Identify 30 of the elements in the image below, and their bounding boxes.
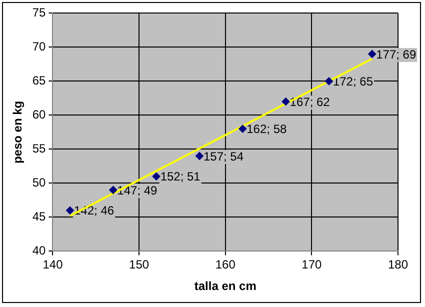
- x-tick-label: 180: [388, 258, 408, 272]
- point: [195, 152, 204, 160]
- y-tick-label: 45: [32, 210, 46, 224]
- x-tick-label: 150: [129, 258, 150, 272]
- x-tick-label: 170: [302, 258, 322, 272]
- point: [66, 206, 74, 214]
- data-label: 157; 54: [203, 149, 244, 164]
- point: [282, 98, 290, 106]
- y-tick-label: 55: [32, 142, 46, 156]
- data-label: 167; 62: [290, 94, 330, 109]
- y-tick-label: 65: [32, 74, 46, 88]
- y-tick-label: 40: [32, 244, 46, 258]
- x-axis-title: talla en cm: [194, 279, 256, 294]
- y-tick-label: 60: [32, 108, 46, 122]
- y-axis-title: peso en kg: [10, 100, 25, 164]
- point: [368, 50, 376, 58]
- point: [238, 124, 247, 133]
- point: [152, 172, 160, 180]
- data-label: 147; 49: [117, 183, 158, 198]
- data-label: 172; 65: [332, 74, 374, 89]
- point: [109, 186, 118, 194]
- y-tick-label: 70: [32, 40, 46, 54]
- y-tick-label: 50: [32, 176, 46, 190]
- data-label: 177; 69: [376, 47, 416, 62]
- x-tick-label: 140: [42, 258, 64, 272]
- point: [324, 77, 333, 86]
- x-tick-label: 160: [215, 258, 236, 272]
- data-label: 152; 51: [160, 170, 201, 184]
- data-label: 162; 58: [246, 122, 287, 136]
- y-tick-label: 75: [32, 6, 46, 20]
